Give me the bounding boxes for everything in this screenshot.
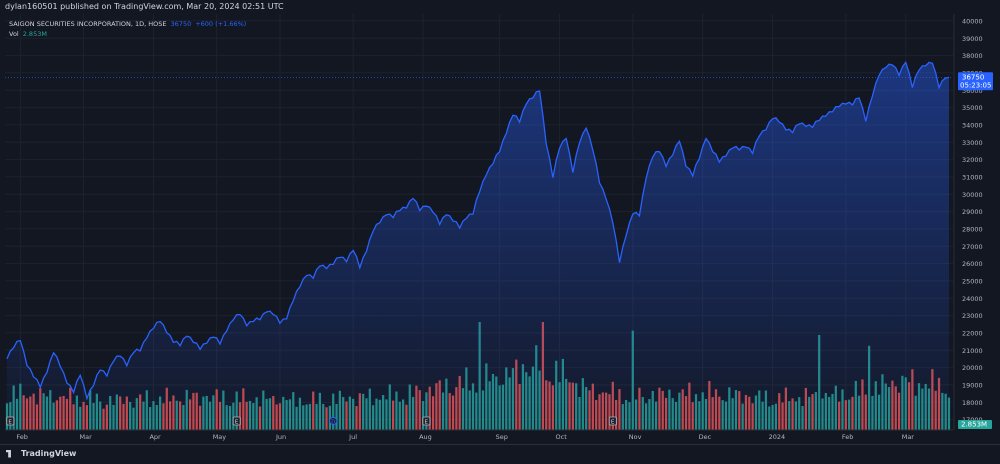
last-volume-tag: 2.853M [958,420,992,429]
price-tick-label: 34000 [962,121,983,129]
time-tick-label: Sep [496,433,508,441]
price-tick-label: 26000 [962,260,983,268]
earnings-marker-label: E [235,419,239,425]
time-tick-label: Jun [275,433,286,441]
earnings-marker [6,416,15,426]
time-tick-label: Feb [16,433,28,441]
time-tick-label: Mar [902,433,915,441]
price-tick-label: 31000 [962,173,983,181]
legend-symbol-row: SAIGON SECURITIES INCORPORATION, 1D, HOS… [9,19,246,29]
time-tick-label: Dec [699,433,712,441]
legend-volume-value: 2.853M [22,30,47,38]
price-line [6,61,950,401]
legend-symbol[interactable]: SAIGON SECURITIES INCORPORATION, 1D, HOS… [9,20,167,28]
time-tick-label: Nov [629,433,642,441]
last-price-tag-box [958,72,993,91]
time-tick-label: 2024 [769,433,786,441]
legend-volume-row: Vol 2.853M [9,29,246,39]
price-tick-label: 21000 [962,347,983,355]
price-tick-label: 30000 [962,191,983,199]
dividend-marker [329,416,338,426]
tradingview-logo[interactable]: TradingView [6,449,76,458]
time-axis[interactable]: Feb Mar Apr May Jun Jul Aug Sep Oct Nov Dec 2024 Feb… [5,429,953,441]
price-tick-label: 39000 [962,35,983,43]
price-area-fill [7,62,949,431]
time-tick-label: Jul [348,433,357,441]
time-tick-label: Aug [419,433,432,441]
price-tick-label: 40000 [962,17,983,25]
last-price-tag-countdown: 05:23:05 [960,82,991,90]
price-tick-label: 35000 [962,104,983,112]
earnings-marker-label: E [425,419,429,425]
time-tick-label: Apr [149,433,161,441]
price-tick-label: 29000 [962,208,983,216]
last-price-tag: 36750 05:23:05 [958,72,993,91]
price-tick-label: 33000 [962,139,983,147]
legend-change: +600 (+1.66%) [195,20,247,28]
price-tick-label: 23000 [962,312,983,320]
tradingview-logo-text: TradingView [21,449,77,458]
time-tick-label: Feb [842,433,854,441]
footer-bar: TradingView [0,444,1000,464]
price-tick-label: 19000 [962,381,983,389]
price-tick-label: 22000 [962,329,983,337]
publish-header: dylan160501 published on TradingView.com… [0,0,1000,15]
tradingview-logo-icon [6,449,11,458]
price-tick-label: 18000 [962,399,983,407]
price-tick-label: 24000 [962,295,983,303]
earnings-marker [232,416,241,426]
publish-info: dylan160501 published on TradingView.com… [5,2,284,11]
price-tick-label: 20000 [962,364,983,372]
price-tick-label: 27000 [962,243,983,251]
dividend-marker-label: D [331,419,335,425]
legend-volume-label[interactable]: Vol [9,30,19,38]
legend-price: 36750 [170,20,192,28]
earnings-marker [422,416,431,426]
time-tick-label: Mar [80,433,93,441]
price-tick-label: 32000 [962,156,983,164]
last-volume-tag-value: 2.853M [961,421,987,429]
earnings-marker [608,416,617,426]
price-tick-label: 25000 [962,277,983,285]
last-volume-tag-box [958,420,992,429]
chart-legend: SAIGON SECURITIES INCORPORATION, 1D, HOS… [9,19,246,39]
price-tick-label: 28000 [962,225,983,233]
last-price-tag-value: 36750 [962,74,984,82]
price-tick-label: 38000 [962,52,983,60]
earnings-marker-label: E [611,419,615,425]
time-tick-label: May [213,433,227,441]
price-tick-label: 36000 [962,87,983,95]
earnings-marker-label: E [8,419,12,425]
time-tick-label: Oct [556,433,568,441]
